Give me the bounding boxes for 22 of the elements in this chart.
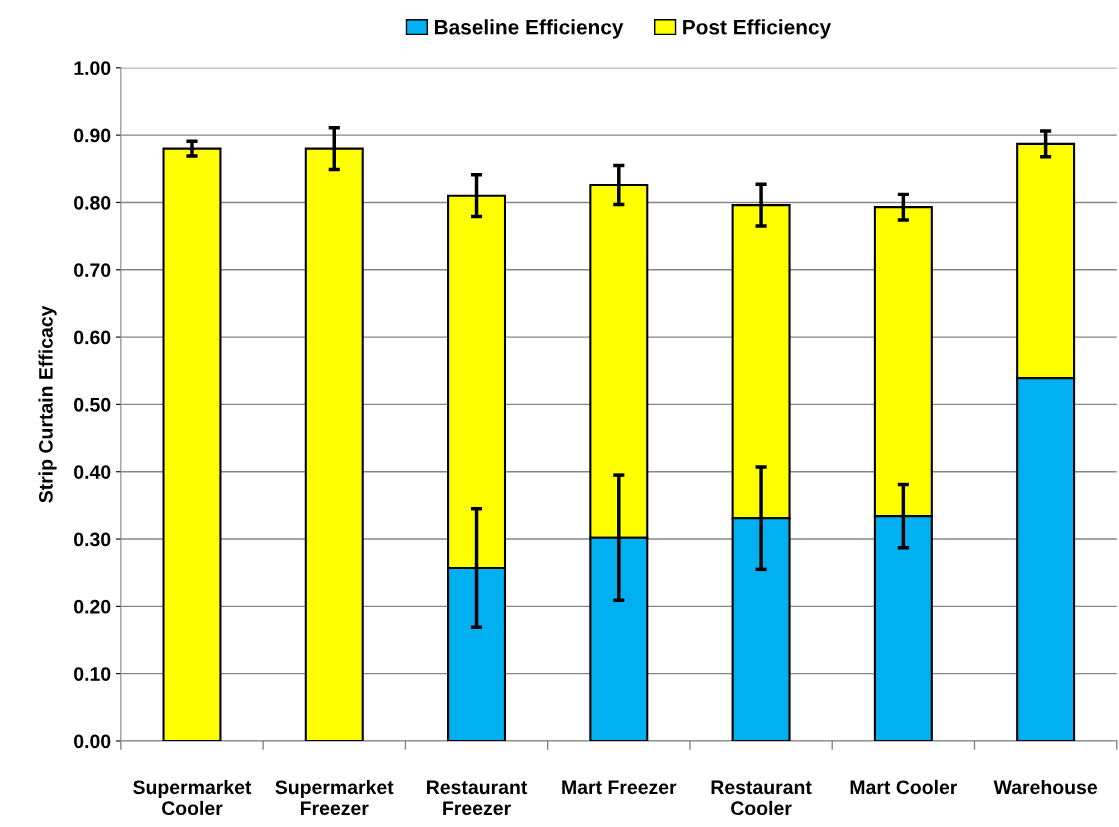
y-axis-title: Strip Curtain Efficacy: [38, 305, 57, 503]
x-tick-label: Supermarket Cooler: [133, 779, 252, 816]
y-tick-label: 0.70: [74, 263, 111, 277]
y-tick-label: 0.10: [74, 667, 111, 681]
x-tick-label: Restaurant Cooler: [711, 780, 812, 816]
y-tick-label: 0.50: [74, 397, 111, 412]
x-tick-label: Supermarket Freezer: [275, 779, 394, 816]
y-tick-label: 0.80: [74, 195, 111, 210]
y-tick-label: 0.90: [74, 128, 111, 143]
y-tick-label: 1.00: [74, 61, 111, 76]
x-tick-label: Mart Freezer: [562, 780, 677, 795]
y-tick-label: 0.30: [74, 532, 111, 547]
bar: [162, 147, 222, 741]
y-tick-label: 0.60: [74, 330, 111, 345]
y-tick-label: 0.40: [74, 465, 111, 479]
legend-label: Post Efficiency: [683, 19, 832, 39]
x-tick-label: Warehouse: [993, 779, 1097, 795]
legend-label: Baseline Efficiency: [434, 19, 624, 39]
y-tick-label: 0.20: [74, 599, 111, 614]
x-tick-label: Restaurant Freezer: [427, 780, 528, 816]
y-tick-label: 0.00: [74, 734, 111, 749]
x-tick-label: Mart Cooler: [850, 779, 958, 795]
